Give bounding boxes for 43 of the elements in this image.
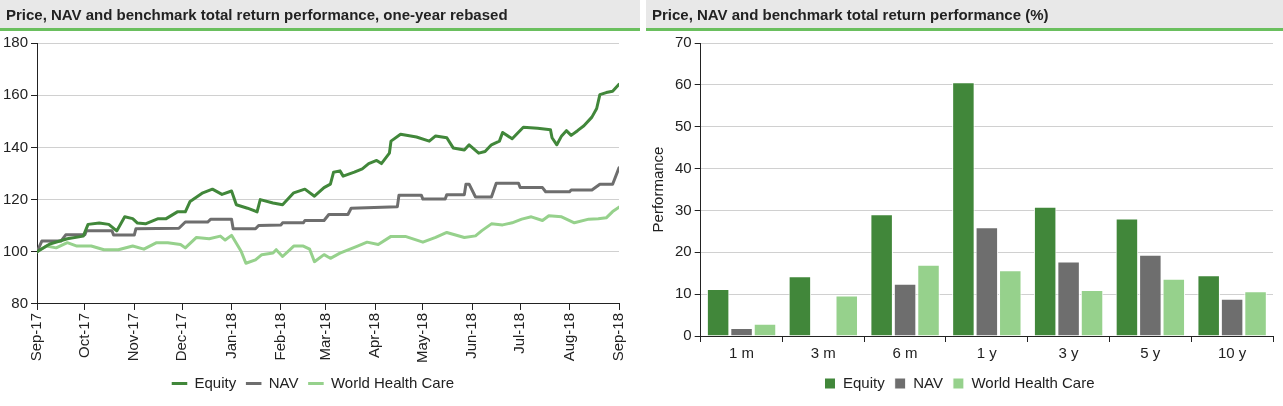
x-tick-label: Jan-18 bbox=[221, 312, 239, 359]
x-tick-label: 6 m bbox=[892, 344, 918, 362]
y-tick-label: 120 bbox=[3, 189, 29, 207]
y-axis-title: Performance bbox=[649, 146, 667, 233]
y-tick-label: 80 bbox=[11, 294, 29, 312]
y-tick-label: 10 bbox=[675, 284, 692, 302]
x-tick-label: May-18 bbox=[413, 312, 431, 364]
legend-label: World Health Care bbox=[330, 373, 455, 391]
x-tick-label: Nov-17 bbox=[124, 312, 142, 362]
y-tick-label: 20 bbox=[675, 242, 692, 260]
x-tick-label: 1 m bbox=[729, 344, 755, 362]
y-tick-label: 40 bbox=[675, 158, 692, 176]
y-tick-label: 160 bbox=[3, 85, 29, 103]
x-tick-label: Jun-18 bbox=[462, 312, 480, 359]
x-tick-label: Aug-18 bbox=[559, 312, 577, 362]
x-tick-label: Jul-18 bbox=[510, 312, 528, 354]
x-tick-label: Feb-18 bbox=[271, 312, 289, 361]
legend-label: Equity bbox=[842, 373, 886, 391]
y-tick-label: 0 bbox=[683, 326, 692, 344]
y-tick-label: 70 bbox=[675, 33, 692, 51]
chart-title: Price, NAV and benchmark total return performance, one-year rebased bbox=[0, 0, 640, 31]
legend-label: World Health Care bbox=[971, 373, 1095, 391]
y-tick-label: 30 bbox=[675, 200, 692, 218]
x-tick-label: Sep-18 bbox=[609, 312, 627, 362]
legend-label: NAV bbox=[268, 373, 299, 391]
x-tick-label: 3 m bbox=[810, 344, 836, 362]
x-tick-label: Apr-18 bbox=[365, 312, 383, 359]
y-tick-label: 60 bbox=[675, 75, 692, 92]
x-tick-label: Oct-17 bbox=[75, 312, 92, 358]
x-tick-label: 3 y bbox=[1058, 344, 1080, 362]
y-tick-label: 100 bbox=[3, 241, 29, 259]
chart-title: Price, NAV and benchmark total return performance (%) bbox=[646, 0, 1283, 31]
x-tick-label: Sep-17 bbox=[27, 312, 45, 362]
y-tick-label: 50 bbox=[675, 116, 692, 134]
legend-label: NAV bbox=[913, 373, 943, 391]
x-tick-label: 10 y bbox=[1217, 344, 1247, 362]
y-tick-label: 140 bbox=[3, 137, 29, 155]
x-tick-label: 5 y bbox=[1140, 344, 1161, 362]
legend-label: Equity bbox=[194, 373, 237, 391]
x-tick-label: 1 y bbox=[976, 344, 998, 362]
y-tick-label: 180 bbox=[3, 33, 29, 51]
x-tick-label: Mar-18 bbox=[315, 312, 333, 361]
x-tick-label: Dec-17 bbox=[172, 312, 190, 362]
